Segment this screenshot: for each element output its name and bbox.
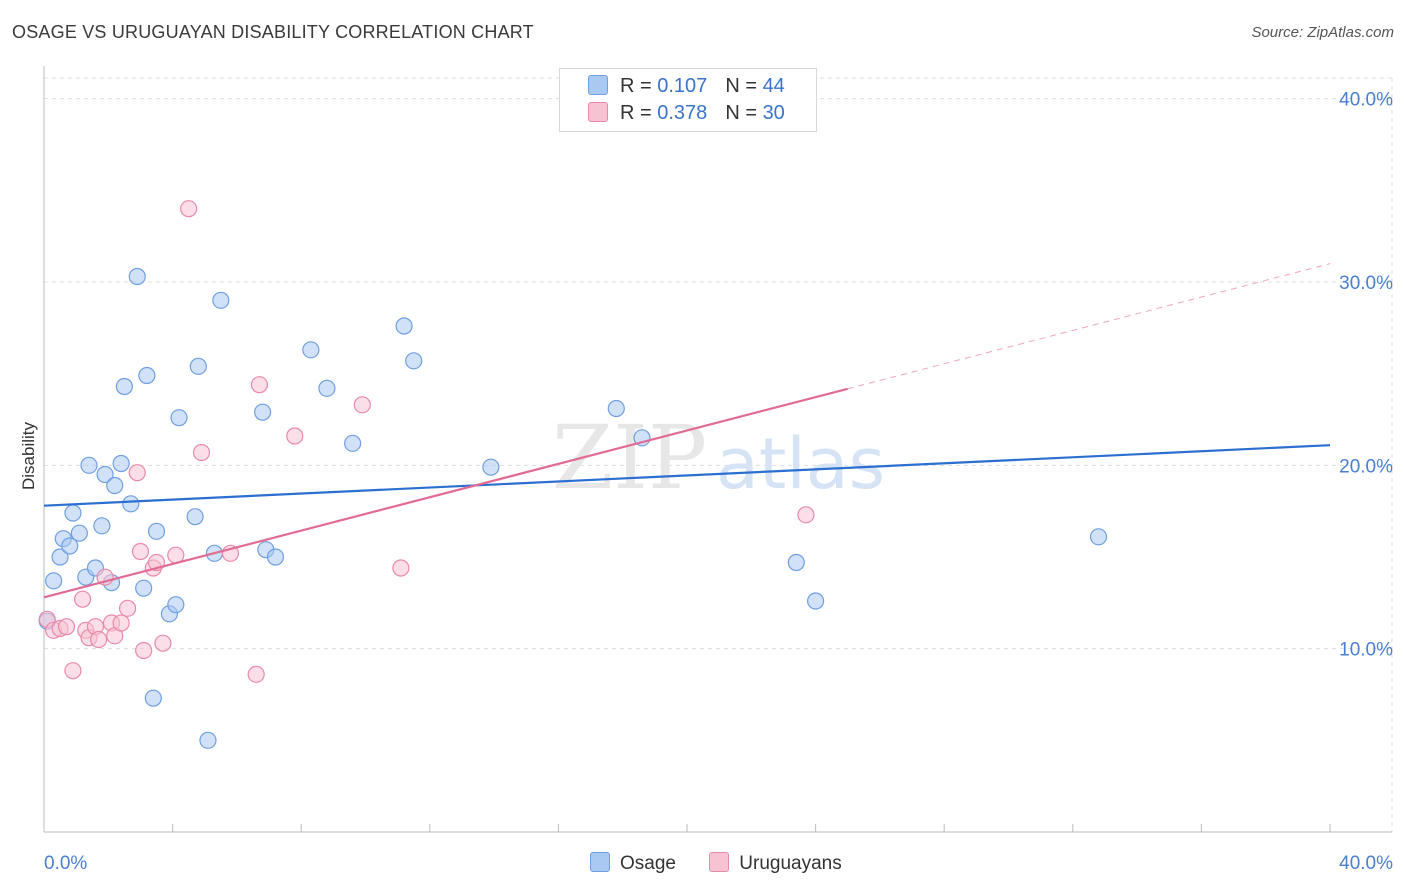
- legend-n-value: 30: [762, 102, 785, 124]
- point-osage: [147, 522, 166, 540]
- point-osage: [302, 341, 320, 359]
- point-osage: [93, 517, 111, 535]
- point-osage: [122, 495, 140, 513]
- point-osage: [212, 291, 230, 309]
- point-osage: [167, 596, 185, 614]
- point-osage: [170, 409, 188, 427]
- trend-line-osage: [43, 444, 1331, 507]
- point-osage: [138, 366, 156, 385]
- x-tick-label: 40.0%: [1339, 853, 1393, 874]
- point-osage: [115, 377, 133, 396]
- data-points: [38, 200, 1108, 749]
- point-uruguayans: [64, 662, 82, 680]
- point-uruguayans: [247, 665, 265, 683]
- bottom-legend-label: Uruguayans: [739, 853, 842, 874]
- axes: [43, 66, 1392, 833]
- bottom-legend-swatch-osage: [590, 852, 610, 872]
- point-uruguayans: [180, 200, 198, 218]
- y-tick-label: 40.0%: [1339, 90, 1393, 111]
- trend-line-uruguayans: [43, 387, 849, 599]
- point-uruguayans: [112, 614, 130, 632]
- legend-r-label: R =: [620, 102, 652, 124]
- legend-row-osage: R = 0.107 N = 44: [588, 75, 785, 99]
- trend-line-uruguayans-extension: [847, 263, 1331, 390]
- point-uruguayans: [250, 376, 269, 394]
- point-osage: [254, 403, 272, 421]
- point-uruguayans: [154, 634, 172, 652]
- legend-r-label: R =: [620, 75, 652, 97]
- point-osage: [112, 454, 130, 473]
- point-osage: [482, 458, 500, 476]
- point-osage: [344, 434, 362, 452]
- point-osage: [199, 731, 217, 749]
- point-osage: [64, 504, 82, 522]
- legend: R = 0.107 N = 44 R = 0.378 N = 30: [559, 68, 817, 132]
- point-osage: [318, 379, 336, 397]
- y-tick-label: 20.0%: [1339, 456, 1393, 477]
- point-uruguayans: [131, 542, 150, 561]
- bottom-legend-swatch-uruguayans: [709, 852, 730, 872]
- point-uruguayans: [128, 464, 146, 482]
- point-uruguayans: [57, 618, 76, 636]
- legend-n-label: N =: [725, 102, 757, 124]
- point-uruguayans: [353, 396, 371, 414]
- point-uruguayans: [118, 599, 137, 617]
- point-osage: [395, 317, 413, 335]
- point-osage: [144, 689, 162, 707]
- x-tick-label: 0.0%: [44, 853, 87, 874]
- watermark-zip: ZIP: [552, 406, 707, 509]
- point-osage: [266, 548, 285, 566]
- point-uruguayans: [135, 641, 153, 660]
- source-label: Source: ZipAtlas.com: [1251, 24, 1394, 41]
- watermark-atlas: atlas: [716, 423, 885, 505]
- point-osage: [135, 579, 153, 597]
- watermark: ZIP atlas: [552, 406, 885, 509]
- legend-n-value: 44: [762, 75, 785, 97]
- legend-r-value: 0.107: [657, 75, 708, 97]
- legend-n-label: N =: [725, 75, 757, 97]
- bottom-legend-osage: Osage: [590, 852, 676, 875]
- point-osage: [61, 537, 79, 555]
- point-osage: [80, 456, 98, 474]
- y-axis-label: Disability: [19, 421, 38, 490]
- point-osage: [787, 553, 805, 572]
- point-osage: [106, 476, 124, 495]
- point-osage: [186, 508, 204, 526]
- point-osage: [70, 524, 88, 542]
- point-uruguayans: [90, 630, 108, 649]
- bottom-legend-label: Osage: [620, 853, 676, 874]
- point-osage: [45, 572, 63, 590]
- point-osage: [128, 267, 146, 286]
- legend-row-uruguayans: R = 0.378 N = 30: [588, 102, 785, 126]
- chart-title: OSAGE VS URUGUAYAN DISABILITY CORRELATIO…: [12, 22, 534, 42]
- point-osage: [1089, 528, 1108, 546]
- point-uruguayans: [192, 443, 211, 462]
- point-uruguayans: [286, 427, 304, 445]
- point-uruguayans: [392, 559, 410, 577]
- point-osage: [51, 548, 69, 566]
- y-tick-label: 30.0%: [1339, 273, 1393, 294]
- bottom-legend: Osage Uruguayans: [590, 852, 870, 875]
- point-osage: [405, 352, 423, 370]
- legend-swatch-uruguayans: [588, 102, 608, 122]
- legend-swatch-osage: [588, 75, 608, 95]
- point-uruguayans: [797, 506, 815, 524]
- point-osage: [96, 465, 114, 484]
- tick-labels: 10.0% 20.0% 30.0% 40.0% 0.0% 40.0%: [44, 90, 1393, 874]
- trend-lines: [43, 263, 1331, 599]
- point-osage: [806, 592, 825, 610]
- point-osage: [607, 399, 625, 418]
- legend-r-value: 0.378: [657, 102, 708, 124]
- point-osage: [189, 357, 207, 375]
- bottom-legend-uruguayans: Uruguayans: [709, 852, 842, 875]
- y-tick-label: 10.0%: [1339, 640, 1393, 661]
- point-uruguayans: [73, 590, 92, 608]
